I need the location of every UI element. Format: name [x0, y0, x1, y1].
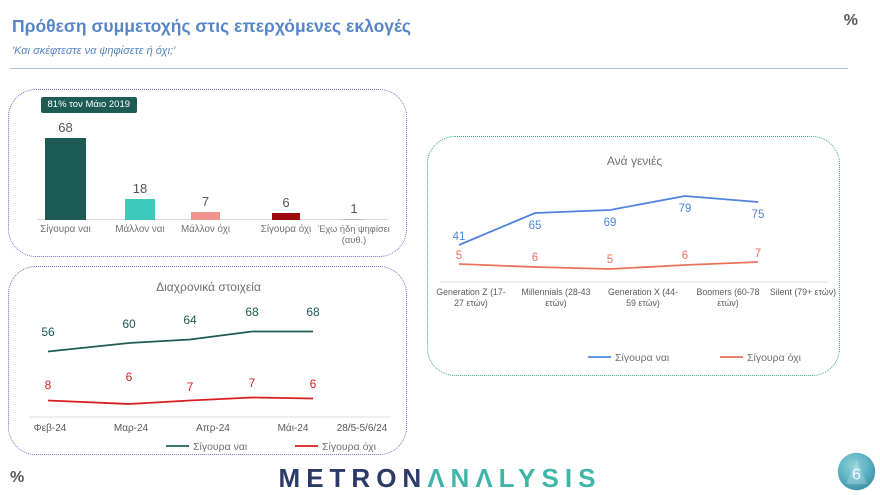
svg-text:7: 7: [187, 380, 194, 394]
svg-text:68: 68: [306, 305, 320, 319]
svg-text:64: 64: [183, 313, 197, 327]
svg-text:Σίγουρα όχι: Σίγουρα όχι: [747, 352, 802, 364]
svg-text:8: 8: [45, 378, 52, 392]
svg-text:Σίγουρα ναι: Σίγουρα ναι: [615, 352, 670, 364]
svg-text:65: 65: [529, 220, 542, 232]
svg-text:68: 68: [245, 305, 259, 319]
svg-text:5: 5: [456, 250, 462, 262]
svg-text:7: 7: [755, 248, 761, 260]
svg-text:6: 6: [532, 252, 538, 264]
svg-text:75: 75: [752, 209, 765, 221]
svg-text:6: 6: [310, 377, 317, 391]
svg-text:7: 7: [249, 376, 256, 390]
svg-text:60: 60: [122, 317, 136, 331]
svg-text:Σίγουρα ναι: Σίγουρα ναι: [193, 441, 248, 453]
svg-text:56: 56: [41, 325, 55, 339]
svg-text:6: 6: [852, 466, 861, 483]
svg-text:6: 6: [126, 370, 133, 384]
svg-text:6: 6: [682, 250, 688, 262]
svg-text:Σίγουρα όχι: Σίγουρα όχι: [322, 441, 377, 453]
svg-text:41: 41: [453, 231, 466, 243]
svg-text:69: 69: [604, 217, 617, 229]
svg-text:79: 79: [679, 203, 692, 215]
svg-text:5: 5: [607, 254, 613, 266]
